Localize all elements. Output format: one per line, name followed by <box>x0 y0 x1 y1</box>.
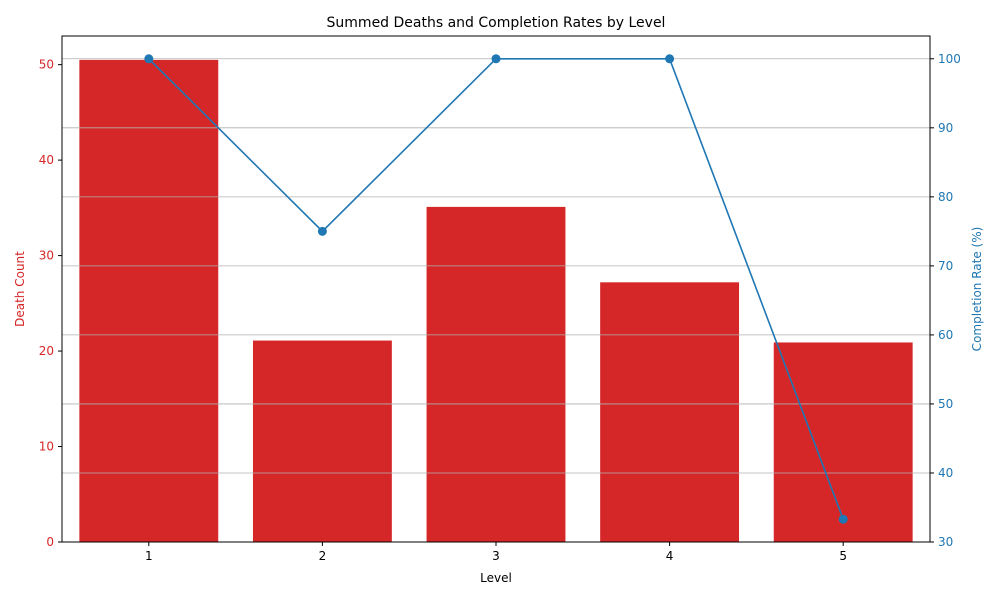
right-tick-label: 100 <box>938 52 961 66</box>
right-tick-label: 70 <box>938 259 953 273</box>
point-level-2 <box>317 226 327 236</box>
right-tick-label: 50 <box>938 397 953 411</box>
right-tick-label: 30 <box>938 535 953 549</box>
x-tick-label: 5 <box>839 549 847 563</box>
x-axis-label: Level <box>480 571 512 585</box>
x-axis-ticks: 1 2 3 4 5 <box>145 542 847 563</box>
point-level-3 <box>491 54 501 64</box>
right-tick-label: 60 <box>938 328 953 342</box>
bar-level-2 <box>252 340 392 542</box>
left-tick-label: 20 <box>39 344 54 358</box>
left-tick-label: 10 <box>39 440 54 454</box>
left-tick-label: 0 <box>46 535 54 549</box>
bar-series <box>79 59 913 543</box>
left-tick-label: 30 <box>39 249 54 263</box>
left-tick-label: 50 <box>39 58 54 72</box>
left-axis-label: Death Count <box>13 251 27 327</box>
bar-level-3 <box>426 206 566 542</box>
x-tick-label: 2 <box>319 549 327 563</box>
right-tick-label: 80 <box>938 190 953 204</box>
x-tick-label: 4 <box>666 549 674 563</box>
right-tick-label: 90 <box>938 121 953 135</box>
bar-level-4 <box>600 282 740 542</box>
line-series <box>144 54 848 524</box>
point-level-1 <box>144 54 154 64</box>
left-tick-label: 40 <box>39 153 54 167</box>
chart-title: Summed Deaths and Completion Rates by Le… <box>327 15 666 31</box>
point-level-4 <box>665 54 675 64</box>
right-axis-label: Completion Rate (%) <box>970 227 984 352</box>
x-tick-label: 1 <box>145 549 153 563</box>
right-tick-label: 40 <box>938 466 953 480</box>
right-axis-ticks: 30 40 50 60 70 80 90 100 <box>930 52 961 549</box>
x-tick-label: 3 <box>492 549 500 563</box>
bar-level-1 <box>79 59 219 543</box>
point-level-5 <box>838 514 848 524</box>
bar-level-5 <box>773 342 913 542</box>
left-axis-ticks: 0 10 20 30 40 50 <box>39 58 62 549</box>
